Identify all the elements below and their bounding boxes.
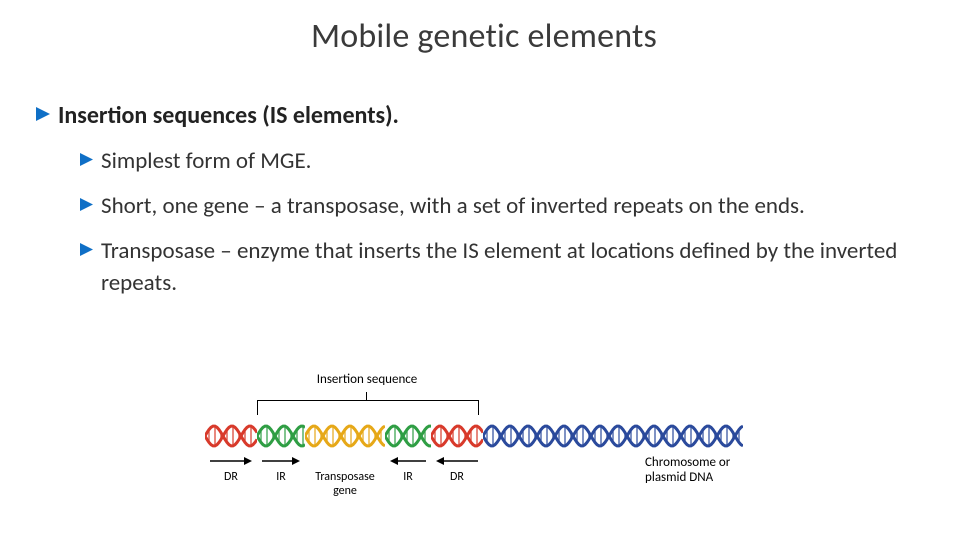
direction-arrow-icon bbox=[208, 456, 254, 468]
slide: Mobile genetic elements Insertion sequen… bbox=[0, 0, 968, 550]
direction-arrow-icon bbox=[388, 456, 428, 468]
dna-segment-chromosome bbox=[483, 420, 743, 452]
bullet-heading: Insertion sequences (IS elements). bbox=[36, 100, 922, 132]
bullet-item: Transposase – enzyme that inserts the IS… bbox=[80, 236, 922, 298]
dna-segment-IR-left bbox=[257, 420, 305, 452]
bullet-item: Short, one gene – a transposase, with a … bbox=[80, 191, 922, 222]
chromosome-label: Chromosome or plasmid DNA bbox=[645, 456, 730, 486]
segment-label: DR bbox=[422, 470, 492, 484]
triangle-bullet-icon bbox=[80, 153, 93, 166]
slide-body: Insertion sequences (IS elements). Simpl… bbox=[36, 100, 922, 313]
direction-arrow-icon bbox=[260, 456, 302, 468]
insertion-sequence-diagram: Insertion sequence DRIRTransposasegeneIR… bbox=[205, 378, 765, 528]
dna-segment-transposase bbox=[305, 420, 385, 452]
side-label-line2: plasmid DNA bbox=[645, 470, 713, 485]
triangle-bullet-icon bbox=[80, 198, 93, 211]
slide-title: Mobile genetic elements bbox=[0, 16, 968, 57]
triangle-bullet-icon bbox=[80, 243, 93, 256]
bullet-text: Insertion sequences (IS elements). bbox=[58, 100, 399, 132]
bullet-item: Simplest form of MGE. bbox=[80, 146, 922, 177]
bracket bbox=[257, 400, 479, 415]
dna-helix-row bbox=[205, 420, 743, 452]
direction-arrow-icon bbox=[434, 456, 480, 468]
triangle-bullet-icon bbox=[36, 107, 50, 121]
bracket-stem bbox=[366, 392, 367, 400]
dna-segment-DR-right bbox=[431, 420, 483, 452]
bullet-text: Simplest form of MGE. bbox=[101, 146, 311, 177]
bullet-text: Transposase – enzyme that inserts the IS… bbox=[101, 236, 922, 298]
bullet-text: Short, one gene – a transposase, with a … bbox=[101, 191, 805, 222]
dna-segment-IR-right bbox=[385, 420, 431, 452]
bracket-label: Insertion sequence bbox=[257, 372, 477, 387]
dna-segment-DR-left bbox=[205, 420, 257, 452]
side-label-line1: Chromosome or bbox=[645, 455, 730, 470]
